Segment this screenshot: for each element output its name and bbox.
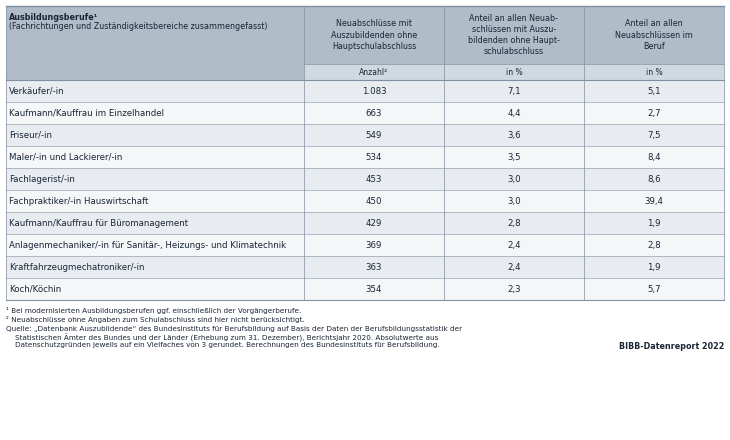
Text: 534: 534: [366, 153, 383, 161]
Bar: [584, 6, 724, 64]
Text: 363: 363: [366, 263, 383, 271]
Text: 2,4: 2,4: [507, 241, 520, 249]
Text: 1,9: 1,9: [648, 219, 661, 227]
Bar: [6, 278, 724, 300]
Text: Koch/Köchin: Koch/Köchin: [9, 285, 61, 293]
Text: 4,4: 4,4: [507, 109, 520, 117]
Text: Ausbildungsberufe¹: Ausbildungsberufe¹: [9, 13, 99, 22]
Bar: [6, 80, 724, 102]
Text: Maler/-in und Lackierer/-in: Maler/-in und Lackierer/-in: [9, 153, 123, 161]
Bar: [6, 168, 724, 190]
Text: 3,5: 3,5: [507, 153, 520, 161]
Text: Quelle: „Datenbank Auszubildende“ des Bundesinstituts für Berufsbildung auf Basi: Quelle: „Datenbank Auszubildende“ des Bu…: [6, 326, 462, 332]
Bar: [6, 102, 724, 124]
Text: in %: in %: [506, 67, 522, 77]
Text: Anteil an allen
Neuabschlüssen im
Beruf: Anteil an allen Neuabschlüssen im Beruf: [615, 19, 693, 51]
Text: Anzahl²: Anzahl²: [359, 67, 388, 77]
Text: 7,5: 7,5: [648, 131, 661, 139]
Text: 3,0: 3,0: [507, 197, 520, 205]
Text: 549: 549: [366, 131, 383, 139]
Text: 369: 369: [366, 241, 383, 249]
Text: in %: in %: [645, 67, 662, 77]
Bar: [6, 190, 724, 212]
Text: 450: 450: [366, 197, 383, 205]
Bar: [304, 64, 444, 80]
Text: 8,4: 8,4: [648, 153, 661, 161]
Text: 5,7: 5,7: [648, 285, 661, 293]
Text: Datenschutzgründen jeweils auf ein Vielfaches von 3 gerundet. Berechnungen des B: Datenschutzgründen jeweils auf ein Vielf…: [6, 342, 439, 348]
Text: 1,9: 1,9: [648, 263, 661, 271]
Text: 354: 354: [366, 285, 383, 293]
Text: 429: 429: [366, 219, 383, 227]
Text: Fachpraktiker/-in Hauswirtschaft: Fachpraktiker/-in Hauswirtschaft: [9, 197, 148, 205]
Text: (Fachrichtungen und Zuständigkeitsbereiche zusammengefasst): (Fachrichtungen und Zuständigkeitsbereic…: [9, 22, 267, 31]
Text: Kaufmann/Kauffrau im Einzelhandel: Kaufmann/Kauffrau im Einzelhandel: [9, 109, 164, 117]
Text: Friseur/-in: Friseur/-in: [9, 131, 52, 139]
Text: Anlagenmechaniker/-in für Sanitär-, Heizungs- und Klimatechnik: Anlagenmechaniker/-in für Sanitär-, Heiz…: [9, 241, 286, 249]
Bar: [444, 64, 584, 80]
Text: BIBB-Datenreport 2022: BIBB-Datenreport 2022: [618, 342, 724, 351]
Text: Kraftfahrzeugmechatroniker/-in: Kraftfahrzeugmechatroniker/-in: [9, 263, 145, 271]
Text: 7,1: 7,1: [507, 87, 520, 95]
Text: 3,6: 3,6: [507, 131, 520, 139]
Text: 2,8: 2,8: [648, 241, 661, 249]
Text: 5,1: 5,1: [648, 87, 661, 95]
Text: ² Neuabschlüsse ohne Angaben zum Schulabschluss sind hier nicht berücksichtigt.: ² Neuabschlüsse ohne Angaben zum Schulab…: [6, 316, 304, 323]
Text: Anteil an allen Neuab-
schlüssen mit Auszu-
bildenden ohne Haupt-
schulabschluss: Anteil an allen Neuab- schlüssen mit Aus…: [468, 14, 560, 56]
Text: Kaufmann/Kauffrau für Büromanagement: Kaufmann/Kauffrau für Büromanagement: [9, 219, 188, 227]
Text: 3,0: 3,0: [507, 175, 520, 183]
Bar: [584, 64, 724, 80]
Text: 2,7: 2,7: [648, 109, 661, 117]
Bar: [6, 256, 724, 278]
Bar: [304, 6, 444, 64]
Bar: [6, 212, 724, 234]
Text: 2,8: 2,8: [507, 219, 520, 227]
Bar: [6, 124, 724, 146]
Bar: [6, 146, 724, 168]
Text: Verkäufer/-in: Verkäufer/-in: [9, 87, 65, 95]
Text: Fachlagerist/-in: Fachlagerist/-in: [9, 175, 75, 183]
Bar: [6, 6, 304, 80]
Text: 2,3: 2,3: [507, 285, 520, 293]
Text: 453: 453: [366, 175, 383, 183]
Text: Statistischen Ämter des Bundes und der Länder (Erhebung zum 31. Dezember), Beric: Statistischen Ämter des Bundes und der L…: [6, 334, 439, 342]
Text: 8,6: 8,6: [648, 175, 661, 183]
Text: 2,4: 2,4: [507, 263, 520, 271]
Text: ¹ Bei modernisierten Ausbildungsberufen ggf. einschließlich der Vorgängerberufe.: ¹ Bei modernisierten Ausbildungsberufen …: [6, 307, 301, 314]
Text: 1.083: 1.083: [361, 87, 386, 95]
Text: 39,4: 39,4: [645, 197, 664, 205]
Text: 663: 663: [366, 109, 383, 117]
Text: Neuabschlüsse mit
Auszubildenden ohne
Hauptschulabschluss: Neuabschlüsse mit Auszubildenden ohne Ha…: [331, 19, 417, 51]
Bar: [444, 6, 584, 64]
Bar: [6, 234, 724, 256]
